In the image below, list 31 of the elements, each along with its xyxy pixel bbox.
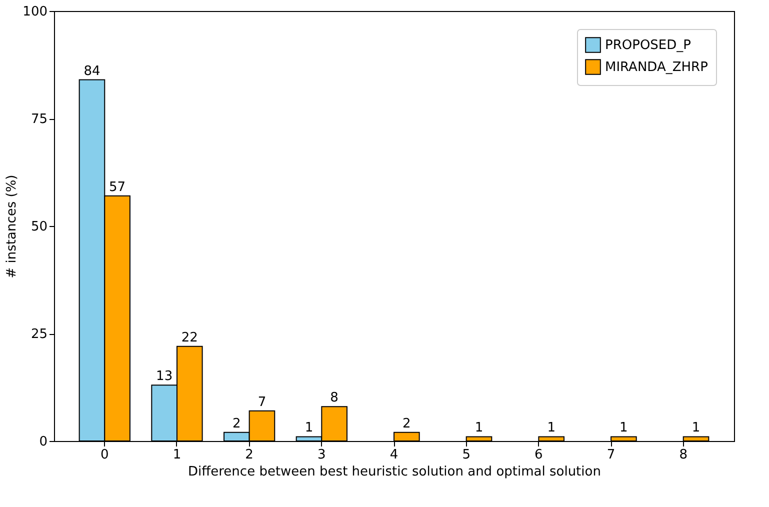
data-label: 13 xyxy=(156,369,173,384)
x-tick-label: 5 xyxy=(462,448,470,462)
data-label: 7 xyxy=(258,394,266,410)
data-label: 1 xyxy=(304,420,314,436)
x-tick-label: 1 xyxy=(172,448,182,462)
legend-label: PROPOSED_P xyxy=(605,38,692,53)
y-tick-label: 100 xyxy=(22,4,48,20)
data-label: 22 xyxy=(181,330,198,346)
data-label: 84 xyxy=(84,64,100,79)
y-tick-label: 50 xyxy=(30,220,48,234)
y-axis-title: # instances (%) xyxy=(4,174,20,278)
x-tick-label: 7 xyxy=(606,448,616,462)
x-tick-label: 4 xyxy=(390,448,398,462)
x-tick-label: 0 xyxy=(100,448,109,462)
y-tick-label: 0 xyxy=(39,434,48,450)
x-tick-label: 8 xyxy=(679,448,688,462)
data-label: 2 xyxy=(402,416,411,432)
x-tick-label: 2 xyxy=(245,448,254,462)
legend-label: MIRANDA_ZHRP xyxy=(605,60,708,75)
data-label: 8 xyxy=(330,390,338,406)
data-label: 1 xyxy=(474,420,484,436)
data-label: 57 xyxy=(109,180,126,195)
y-tick-label: 75 xyxy=(30,112,48,127)
data-label: 1 xyxy=(620,420,628,436)
x-axis-title: Difference between best heuristic solution and optimal solution xyxy=(188,464,601,480)
x-tick-label: 3 xyxy=(318,448,326,462)
y-tick-label: 25 xyxy=(30,327,48,342)
data-label: 2 xyxy=(232,416,241,432)
data-label: 1 xyxy=(692,420,700,436)
data-label: 1 xyxy=(547,420,556,436)
x-tick-label: 6 xyxy=(534,448,543,462)
